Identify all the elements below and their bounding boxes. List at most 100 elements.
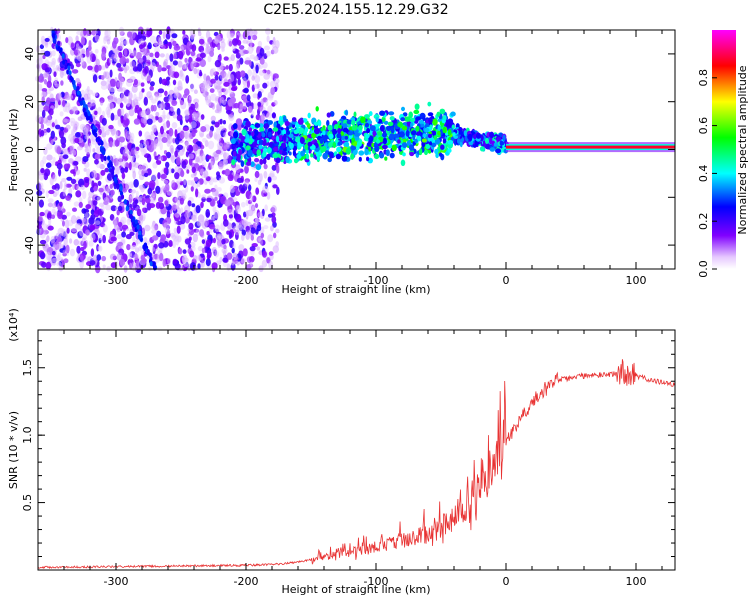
noise-point bbox=[72, 161, 79, 166]
noise-point bbox=[46, 80, 52, 88]
noise-point bbox=[62, 154, 69, 159]
noise-point bbox=[41, 96, 45, 103]
noise-point bbox=[129, 193, 134, 200]
noise-point bbox=[275, 241, 280, 248]
noise-point bbox=[254, 55, 259, 61]
noise-point bbox=[233, 102, 240, 109]
streak-point bbox=[67, 65, 71, 71]
noise-point bbox=[265, 27, 271, 35]
noise-point bbox=[155, 178, 159, 188]
noise-point bbox=[222, 257, 228, 263]
noise-point bbox=[171, 33, 178, 39]
noise-point bbox=[158, 30, 163, 35]
noise-point bbox=[218, 90, 223, 97]
noise-point bbox=[133, 253, 140, 261]
noise-point bbox=[62, 148, 69, 156]
band-point bbox=[375, 116, 379, 123]
noise-point bbox=[132, 201, 138, 209]
noise-point bbox=[107, 102, 114, 111]
noise-point bbox=[178, 93, 182, 99]
streak-point bbox=[129, 213, 133, 219]
band-point bbox=[439, 152, 443, 157]
noise-point bbox=[60, 136, 67, 146]
noise-point bbox=[216, 106, 222, 114]
noise-point bbox=[90, 260, 96, 266]
noise-point bbox=[235, 222, 242, 229]
noise-point bbox=[259, 47, 265, 57]
band-point bbox=[285, 156, 290, 164]
band-point bbox=[316, 156, 321, 161]
snr-y-tick-label: 1.0 bbox=[21, 426, 34, 444]
noise-point bbox=[230, 261, 235, 266]
band-point bbox=[262, 140, 267, 147]
band-point bbox=[368, 111, 373, 117]
band-point bbox=[439, 108, 446, 115]
noise-point bbox=[49, 97, 56, 102]
noise-point bbox=[248, 203, 255, 212]
noise-point bbox=[62, 188, 66, 197]
noise-point bbox=[168, 127, 174, 137]
band-point bbox=[409, 151, 415, 157]
noise-point bbox=[144, 74, 152, 82]
band-point bbox=[414, 103, 420, 110]
snr-x-tick-label: 100 bbox=[626, 575, 647, 588]
band-point bbox=[351, 124, 358, 131]
streak-point bbox=[109, 161, 113, 167]
noise-point bbox=[138, 44, 144, 50]
noise-point bbox=[214, 233, 221, 240]
noise-point bbox=[237, 39, 242, 46]
noise-point bbox=[255, 187, 260, 195]
noise-point bbox=[86, 168, 91, 177]
noise-point bbox=[150, 104, 155, 112]
band-point bbox=[336, 133, 342, 139]
snr-y-tick-label: 1.5 bbox=[21, 359, 34, 377]
band-point bbox=[299, 137, 305, 144]
streak-point bbox=[73, 84, 77, 90]
noise-point bbox=[146, 240, 151, 246]
noise-point bbox=[227, 209, 233, 215]
noise-point bbox=[169, 65, 173, 75]
band-point bbox=[366, 127, 371, 134]
spectrogram-y-tick-label: 40 bbox=[23, 47, 36, 61]
band-point bbox=[433, 135, 438, 141]
band-point bbox=[442, 126, 447, 134]
band-point bbox=[384, 156, 388, 161]
noise-point bbox=[138, 38, 145, 46]
noise-point bbox=[140, 184, 145, 193]
noise-point bbox=[138, 246, 143, 252]
noise-point bbox=[242, 77, 247, 86]
streak-point bbox=[84, 111, 88, 117]
noise-point bbox=[223, 219, 229, 227]
snr-plot-area bbox=[38, 330, 675, 570]
noise-point bbox=[133, 93, 137, 102]
band-point bbox=[405, 130, 410, 137]
noise-point bbox=[266, 112, 273, 119]
noise-point bbox=[151, 174, 158, 181]
band-point bbox=[266, 147, 272, 154]
band-point bbox=[386, 126, 391, 131]
noise-point bbox=[96, 196, 101, 201]
noise-point bbox=[75, 35, 79, 42]
noise-point bbox=[92, 148, 96, 153]
noise-point bbox=[187, 200, 192, 207]
noise-point bbox=[109, 253, 117, 261]
noise-point bbox=[177, 50, 184, 60]
noise-point bbox=[273, 77, 280, 85]
band-point bbox=[322, 130, 326, 136]
noise-point bbox=[191, 203, 196, 208]
noise-point bbox=[57, 252, 62, 259]
noise-point bbox=[173, 53, 178, 60]
noise-point bbox=[190, 60, 197, 68]
noise-point bbox=[141, 88, 145, 93]
band-point bbox=[337, 141, 343, 146]
noise-point bbox=[41, 88, 48, 92]
noise-point bbox=[218, 53, 222, 62]
band-point bbox=[323, 134, 329, 140]
band-point bbox=[266, 153, 271, 161]
noise-point bbox=[170, 168, 175, 174]
noise-point bbox=[57, 92, 62, 100]
noise-point bbox=[163, 180, 169, 184]
noise-point bbox=[158, 196, 164, 203]
noise-point bbox=[237, 125, 242, 131]
band-point bbox=[253, 129, 259, 136]
